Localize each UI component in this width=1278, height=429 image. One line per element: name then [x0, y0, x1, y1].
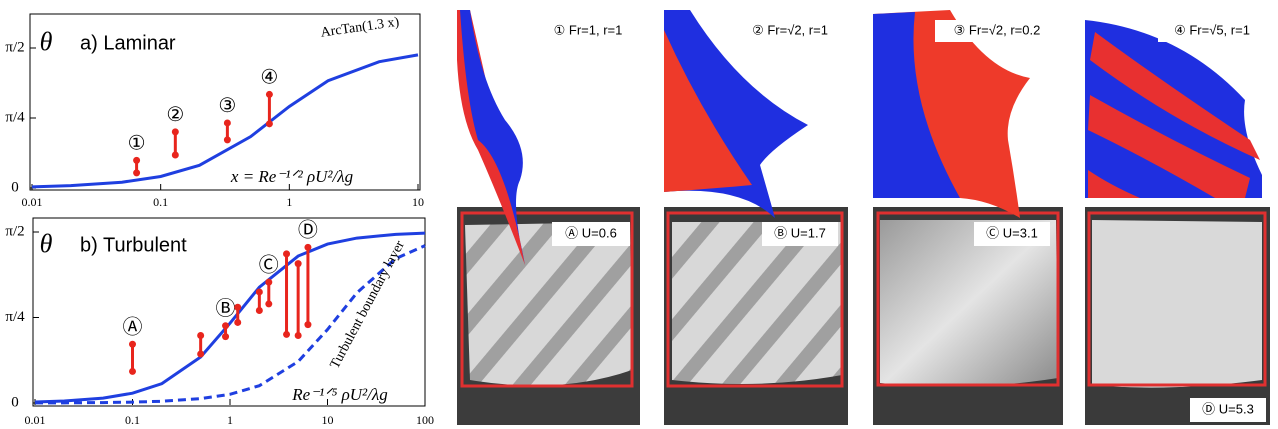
x-tick-label: 0.1	[125, 413, 140, 427]
range-low	[234, 319, 241, 326]
sim-label: ③ Fr=√2, r=0.2	[954, 22, 1041, 37]
range-label: ④	[260, 67, 278, 89]
range-high	[224, 119, 231, 126]
y-tick-label: π/2	[5, 39, 24, 55]
figure: θ a) Laminar x = Re⁻¹ᐟ² ρU²/λg θ b) Turb…	[0, 0, 1278, 429]
range-high	[129, 341, 136, 348]
range-high	[222, 322, 229, 329]
x-tick-label: 0.01	[25, 413, 46, 427]
exp-label: Ⓓ U=5.3	[1202, 401, 1254, 416]
y-tick-label: 0	[11, 179, 19, 195]
range-low	[295, 332, 302, 339]
range-high	[266, 91, 273, 98]
cloth	[465, 222, 632, 386]
x-tick-label: 0.1	[153, 195, 168, 209]
panel-label: a) Laminar	[80, 32, 176, 54]
range-low	[224, 136, 231, 143]
range-high	[256, 288, 263, 295]
range-label: Ⓑ	[216, 297, 236, 320]
range-low	[129, 368, 136, 375]
x-label: x = Re⁻¹ᐟ² ρU²/λg	[230, 167, 353, 186]
x-tick-label: 0.01	[22, 195, 43, 209]
range-label: Ⓐ	[123, 315, 143, 338]
x-tick-label: 10	[412, 195, 424, 209]
y-tick-label: 0	[11, 394, 19, 410]
range-high	[265, 279, 272, 286]
curve-label: ArcTan(1.3 x)	[320, 15, 401, 41]
y-label: θ	[40, 229, 53, 258]
y-tick-label: π/4	[5, 109, 25, 125]
range-label: ②	[166, 104, 184, 126]
range-low	[222, 333, 229, 340]
range-low	[283, 331, 290, 338]
cloth	[1092, 220, 1262, 388]
range-low	[265, 300, 272, 307]
range-high	[172, 128, 179, 135]
x-label: Re⁻¹ᐟ⁵ ρU²/λg	[291, 385, 387, 404]
panel-label: b) Turbulent	[80, 234, 187, 256]
range-label: Ⓓ	[298, 219, 318, 242]
range-low	[256, 307, 263, 314]
range-high	[133, 157, 140, 164]
y-tick-label: π/4	[5, 309, 25, 325]
range-high	[197, 332, 204, 339]
range-low	[266, 120, 273, 127]
y-tick-label: π/2	[5, 223, 24, 239]
range-low	[133, 169, 140, 176]
exp-label: Ⓑ U=1.7	[774, 225, 826, 240]
sim-label: ① Fr=1, r=1	[554, 22, 623, 37]
x-tick-label: 100	[416, 413, 434, 427]
range-low	[304, 321, 311, 328]
range-low	[172, 152, 179, 159]
x-tick-label: 10	[322, 413, 334, 427]
range-label: ①	[128, 133, 146, 155]
range-label: ③	[218, 95, 236, 117]
sim-label: ④ Fr=√5, r=1	[1174, 22, 1250, 37]
exp-label: Ⓐ U=0.6	[565, 225, 617, 240]
range-high	[304, 244, 311, 251]
range-label: Ⓒ	[259, 253, 279, 276]
exp-label: Ⓒ U=3.1	[986, 225, 1038, 240]
y-label: θ	[40, 27, 53, 56]
x-tick-label: 1	[227, 413, 233, 427]
range-low	[197, 351, 204, 358]
x-tick-label: 1	[286, 195, 292, 209]
range-high	[234, 304, 241, 311]
sim-label: ② Fr=√2, r=1	[752, 22, 828, 37]
range-high	[283, 250, 290, 257]
cloth	[672, 222, 842, 384]
range-high	[295, 260, 302, 267]
curve-label: Turbulent boundary layer	[328, 238, 408, 371]
